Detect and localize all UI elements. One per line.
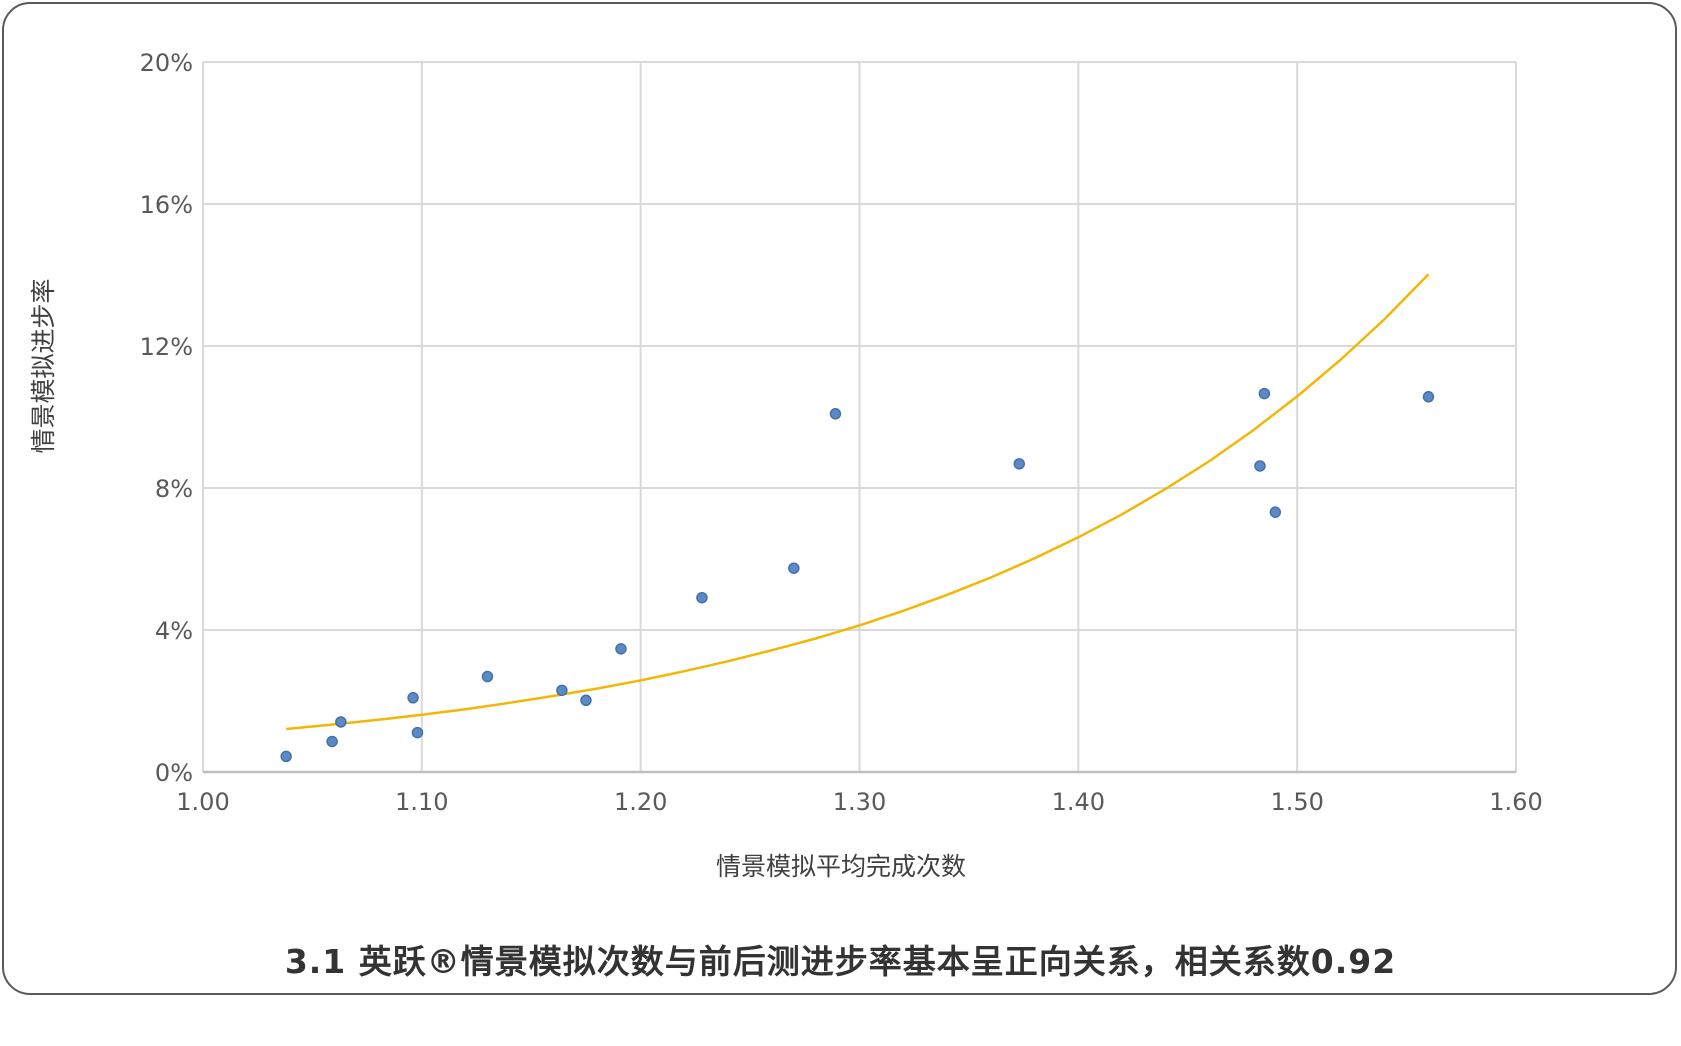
- y-tick-label: 20%: [140, 49, 193, 77]
- y-tick-label: 12%: [140, 333, 193, 361]
- x-tick-label: 1.40: [1052, 788, 1105, 816]
- data-point: [1422, 391, 1435, 403]
- data-point: [1258, 387, 1271, 400]
- chart-caption: 3.1 英跃®情景模拟次数与前后测进步率基本呈正向关系，相关系数0.92: [284, 942, 1397, 981]
- y-tick-label: 0%: [155, 759, 193, 787]
- grid-lines: [202, 61, 1517, 774]
- x-tick-label: 1.50: [1270, 788, 1323, 816]
- trendline-group: [286, 273, 1430, 731]
- data-point: [1254, 460, 1266, 472]
- data-point: [280, 750, 292, 763]
- data-point: [615, 643, 627, 655]
- y-axis-ticks: 0% 4% 8% 12% 16% 20%: [140, 49, 193, 787]
- data-point: [829, 408, 842, 420]
- y-tick-label: 16%: [140, 191, 193, 219]
- trendline: [286, 273, 1430, 731]
- y-axis-title: 情景模拟进步率: [29, 278, 58, 453]
- data-point: [326, 735, 338, 748]
- x-axis-ticks: 1.00 1.10 1.20 1.30 1.40 1.50 1.60: [176, 788, 1542, 816]
- data-point: [1269, 506, 1282, 518]
- x-tick-label: 1.30: [833, 788, 886, 816]
- x-axis-title: 情景模拟平均完成次数: [716, 852, 966, 881]
- x-tick-label: 1.20: [614, 788, 667, 816]
- data-point: [556, 684, 568, 697]
- data-point: [1013, 458, 1025, 470]
- y-tick-label: 8%: [155, 475, 193, 503]
- data-point: [411, 726, 424, 739]
- x-tick-label: 1.60: [1489, 788, 1542, 816]
- data-point: [696, 591, 708, 604]
- data-point: [407, 692, 419, 704]
- data-point: [580, 694, 592, 707]
- data-points: [280, 387, 1435, 763]
- x-tick-label: 1.00: [176, 788, 229, 816]
- x-tick-label: 1.10: [395, 788, 448, 816]
- data-point: [788, 562, 800, 574]
- data-point: [335, 716, 347, 728]
- y-tick-label: 4%: [155, 617, 193, 645]
- data-point: [481, 670, 494, 683]
- chart-frame: [2, 2, 1677, 995]
